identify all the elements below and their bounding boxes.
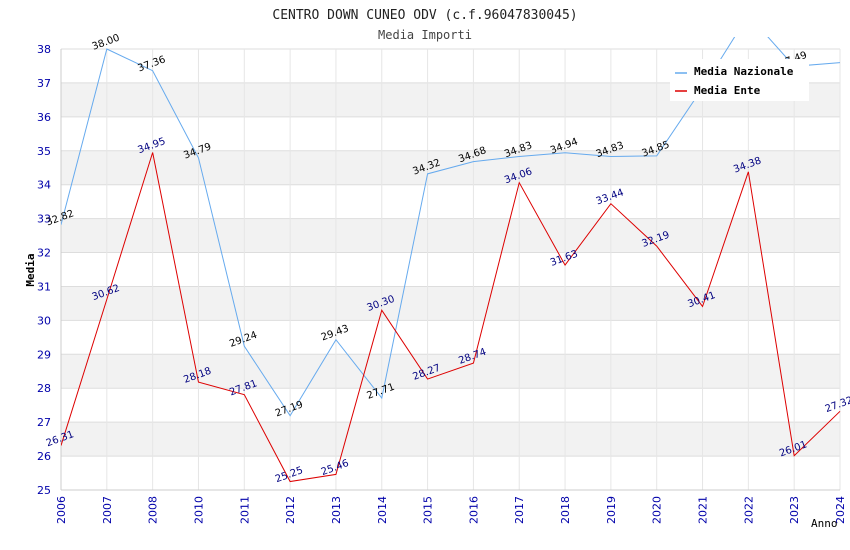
x-tick-label: 2012 (284, 496, 297, 524)
x-tick-label: 2010 (192, 496, 205, 524)
x-tick-label: 2020 (651, 496, 664, 524)
y-tick-label: 30 (37, 314, 51, 327)
x-axis-label: Anno (811, 517, 838, 530)
data-label: 27.32 (824, 395, 850, 415)
y-tick-label: 25 (37, 484, 51, 497)
y-tick-label: 36 (37, 111, 51, 124)
y-tick-label: 33 (37, 213, 51, 226)
y-tick-label: 27 (37, 416, 51, 429)
x-tick-label: 2021 (697, 496, 710, 524)
grid-band (61, 422, 840, 457)
x-tick-label: 2022 (742, 496, 755, 524)
x-tick-label: 2016 (467, 496, 480, 524)
data-label: 37.36 (136, 54, 167, 74)
data-label: 25.25 (274, 465, 305, 485)
x-tick-label: 2017 (513, 496, 526, 524)
x-tick-label: 2007 (101, 496, 114, 524)
chart-title: CENTRO DOWN CUNEO ODV (c.f.96047830045) (272, 8, 577, 23)
legend-label-nazionale: Media Nazionale (694, 65, 794, 78)
y-axis-label: Media (24, 253, 37, 286)
x-tick-label: 2014 (376, 496, 389, 524)
series-line-ente (61, 152, 841, 483)
legend-box (670, 59, 809, 101)
y-tick-label: 26 (37, 450, 51, 463)
y-tick-label: 29 (37, 348, 51, 361)
y-tick-label: 35 (37, 145, 51, 158)
data-label: 29.24 (228, 330, 259, 350)
x-tick-label: 2015 (422, 496, 435, 524)
y-axis-ticks: 25 26 27 28 29 30 31 32 33 34 35 36 37 38 (37, 43, 51, 497)
x-axis-ticks: 2006 2007 2008 2010 2011 2012 2013 2014 2015 2016… (55, 496, 847, 524)
grid-bands (60, 48, 841, 491)
legend: Media Nazionale Media Ente (670, 59, 809, 101)
x-tick-label: 2013 (330, 496, 343, 524)
y-tick-label: 31 (37, 280, 51, 293)
data-label: 25.46 (320, 458, 351, 478)
y-tick-label: 28 (37, 382, 51, 395)
x-tick-label: 2019 (605, 496, 618, 524)
x-tick-label: 2008 (147, 496, 160, 524)
x-tick-label: 2006 (55, 496, 68, 524)
x-tick-label: 2011 (238, 496, 251, 524)
y-tick-label: 34 (37, 179, 51, 192)
grid-band (61, 286, 840, 321)
x-tick-label: 2018 (559, 496, 572, 524)
grid-band (61, 218, 840, 253)
y-tick-label: 37 (37, 77, 51, 90)
data-label: 38.00 (91, 33, 122, 53)
chart-subtitle: Media Importi (378, 28, 472, 42)
data-label: 27.19 (274, 399, 305, 419)
x-tick-label: 2023 (788, 496, 801, 524)
y-tick-label: 38 (37, 43, 51, 56)
legend-label-ente: Media Ente (694, 84, 761, 97)
x-tick-label: 2024 (834, 496, 847, 524)
y-tick-label: 32 (37, 247, 51, 260)
